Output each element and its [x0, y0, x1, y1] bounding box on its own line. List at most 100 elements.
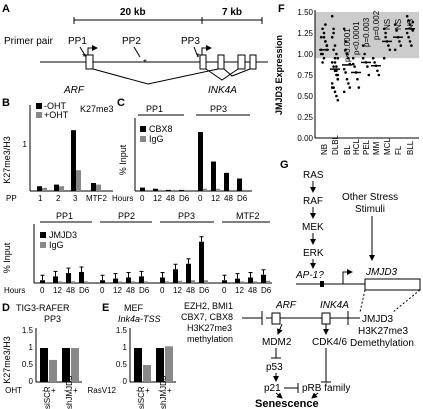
panel-c: C PP1 PP3 % Input CBX8 IgG Hours 0 12 48 D6… [112, 97, 252, 203]
panel-c-bar-igg [171, 189, 175, 191]
panel-c-time-tick: 0 [140, 194, 145, 203]
panel-e-sign: + [167, 386, 172, 395]
panel-f-point [399, 44, 403, 47]
panel-f-point [342, 90, 346, 94]
panel-c-bottom-bar-igg [191, 280, 195, 283]
jmjd3-h3k27me3: H3K27me3 [358, 326, 408, 337]
panel-c-time-tick: 12 [153, 194, 162, 203]
panel-c-bottom-time-tick: D6 [79, 286, 90, 295]
node-ras: RAS [303, 170, 324, 181]
panel-c-bottom-time-tick: 0 [160, 286, 165, 295]
panel-e-title-2: Ink4a-TSS [118, 314, 161, 324]
panel-f-point [321, 27, 324, 31]
panel-a: A Primer pair 20 kb 7 kb PP1 PP2 PP3 * *… [2, 3, 268, 96]
node-mdm2: MDM2 [262, 337, 292, 348]
panel-f-point [342, 67, 346, 71]
panel-f-category: MCL [383, 138, 392, 155]
panel-c-bar-igg [184, 189, 188, 191]
panel-b-xtick-2: 2 [56, 194, 61, 203]
panel-f-pvalues: p<0.0001 p<0.0001 p=0.003 p=0.002 NS NS NS [343, 10, 415, 62]
panel-f-letter: F [278, 3, 285, 15]
panel-c-bottom-bar-igg [144, 281, 148, 283]
panel-f-ytick: 0.75 [297, 71, 313, 80]
panel-c-bar-igg [216, 188, 220, 191]
panel-c-bar-cbx8 [166, 189, 171, 191]
panel-f-ylabel: JMJD3 Expression [274, 35, 284, 115]
node-prb-family: pRB family [302, 383, 350, 394]
panel-f-point [336, 73, 340, 77]
panel-c-ylabel: % Input [118, 144, 128, 175]
gene-jmjd3: JMJD3 [365, 267, 398, 278]
primer-pp3: PP3 [181, 36, 200, 47]
panel-f-category: MM [372, 141, 381, 155]
panel-c-bottom-time-tick: 48 [186, 286, 195, 295]
panel-d-group-siscr: siSCR [43, 386, 52, 409]
panel-b-bar-minus [37, 186, 42, 191]
panel-d-bars [40, 348, 79, 382]
panel-c-bottom-bar-igg [105, 281, 109, 283]
panel-c-bottom-ylabel: % Input [2, 242, 12, 273]
panel-d-title-1: TIG3-RAFER [16, 303, 70, 313]
node-ap1: AP-1? [295, 270, 324, 281]
panel-c-bottom-legend-jmjd3: JMJD3 [49, 230, 77, 240]
panel-c-time-tick: 48 [224, 194, 233, 203]
panel-d-bar [40, 348, 48, 382]
panel-c-bottom-bar-jmjd3 [235, 278, 240, 283]
panel-f-category: PEL [362, 139, 371, 155]
panel-c-time-tick: 48 [166, 194, 175, 203]
panel-e-ytick-0-5: 0.5 [116, 360, 128, 369]
panel-c-bar-cbx8 [211, 161, 216, 191]
panel-f-point [347, 82, 350, 85]
panel-c-bottom-bar-igg [165, 281, 169, 283]
panel-c-bottom-bar-jmjd3 [53, 276, 58, 283]
primer-pair-label: Primer pair [4, 36, 54, 47]
pc-line-1: EZH2, BMI1 [184, 301, 233, 311]
panel-c-bar-igg [145, 189, 149, 191]
panel-c-bottom-bar-igg [118, 281, 122, 283]
panel-b-bar-plus [96, 184, 101, 191]
panel-c-bottom-bar-jmjd3 [186, 263, 191, 283]
panel-e-treatment: RasV12 [88, 386, 117, 395]
panel-f-point [408, 40, 412, 43]
panel-f-pvalue: NS [383, 19, 392, 30]
panel-c-time-tick: 0 [198, 194, 203, 203]
panel-f-point [351, 62, 355, 66]
panel-e-sign: - [158, 386, 161, 395]
panel-f-point [322, 35, 326, 39]
panel-c-bottom-time-tick: 0 [222, 286, 227, 295]
panel-c-bar-igg [229, 189, 233, 191]
jmjd3-demethylation: Demethylation [350, 338, 414, 349]
panel-f-point [353, 65, 356, 68]
panel-f-point [336, 56, 340, 60]
panel-f-ytick: 0.00 [297, 134, 313, 143]
node-mek: MEK [302, 222, 324, 233]
panel-f-point [373, 61, 376, 64]
panel-f-normal-band [315, 12, 419, 59]
panel-b-bar-minus [71, 130, 76, 191]
panel-e-ytick-0: 0 [123, 377, 128, 386]
panel-f-point [333, 90, 337, 94]
panel-c-bottom-time-tick: 48 [248, 286, 257, 295]
panel-f-pvalue: NS [394, 19, 403, 30]
panel-f-point [330, 14, 334, 18]
panel-f-point [325, 44, 329, 47]
panel-e-group-siscr: siSCR [137, 386, 146, 409]
node-other-stress-1: Other Stress [342, 192, 398, 203]
panel-d-bar [49, 359, 57, 382]
panel-c-bar-cbx8 [140, 187, 145, 191]
panel-c-time-tick: 12 [211, 194, 220, 203]
panel-c-bar-igg [242, 189, 246, 191]
gene-ink4a: INK4A [208, 85, 237, 96]
panel-g-letter: G [280, 159, 289, 171]
panel-c-bar-igg [158, 189, 162, 191]
panel-f-point [367, 73, 371, 77]
panel-f-point [344, 71, 347, 74]
panel-c-legend-cbx8: CBX8 [149, 124, 173, 134]
panel-f-point [335, 69, 338, 73]
panel-c-bottom-time-tick: 48 [126, 286, 135, 295]
panel-c-bottom-bar-jmjd3 [248, 277, 253, 283]
panel-f-point [377, 73, 381, 77]
panel-d-ytick-0: 0 [29, 377, 34, 386]
panel-c-bar-cbx8 [224, 172, 229, 191]
